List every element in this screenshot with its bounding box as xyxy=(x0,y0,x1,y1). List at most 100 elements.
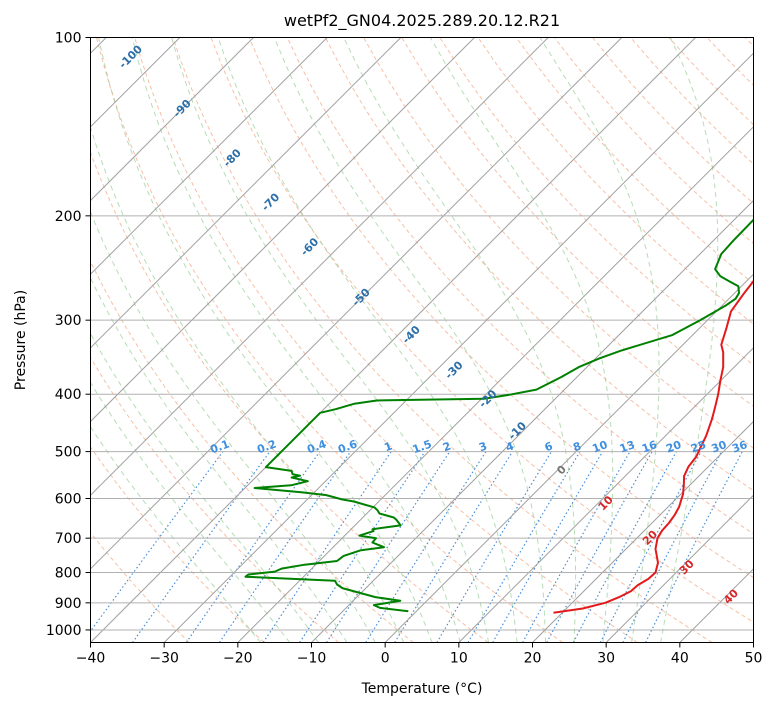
x-tick-label: 50 xyxy=(745,651,763,667)
dry-adiabat-line xyxy=(90,531,190,643)
x-tick-label: −20 xyxy=(223,651,253,667)
grid-lines xyxy=(90,37,754,643)
moist-adiabat-line xyxy=(660,37,719,643)
mixing-ratio-label: 6 xyxy=(543,439,555,454)
mixing-ratio-label: 30 xyxy=(710,438,729,456)
mixing-ratio-line xyxy=(132,451,271,643)
y-axis-label: Pressure (hPa) xyxy=(13,290,29,390)
mixing-ratio-line xyxy=(522,451,631,643)
x-tick-label: −30 xyxy=(149,651,179,667)
y-tick-label: 800 xyxy=(55,566,82,582)
mixing-ratio-label: 16 xyxy=(640,438,659,456)
x-tick-label: −10 xyxy=(297,651,327,667)
dry-adiabat-line xyxy=(90,356,340,643)
dry-adiabat-line xyxy=(477,37,754,325)
dry-adiabat-line xyxy=(248,37,754,579)
x-tick-label: 30 xyxy=(597,651,615,667)
isotherm-line xyxy=(163,52,754,643)
moist-adiabat-line xyxy=(98,37,433,643)
moist-adiabat-line xyxy=(429,37,614,643)
dry-adiabat-line xyxy=(363,37,754,449)
dry-adiabat-line xyxy=(401,37,754,407)
isotherm-line xyxy=(605,494,754,643)
dry-adiabat-line xyxy=(210,37,754,623)
mixing-ratio-label: 36 xyxy=(730,438,749,456)
isotherm-line xyxy=(311,199,754,643)
dry-adiabat-line xyxy=(90,260,414,643)
moist-adiabat-line xyxy=(90,276,348,643)
background-lines xyxy=(90,37,754,643)
mixing-ratio-label: 13 xyxy=(618,438,637,455)
moist-adiabat-line xyxy=(171,37,490,643)
chart-title: wetPf2_GN04.2025.289.20.12.R21 xyxy=(284,11,560,31)
mixing-ratio-label: 0.1 xyxy=(208,437,231,456)
isotherm-line xyxy=(532,420,754,643)
isotherm-line xyxy=(90,37,623,570)
moist-adiabat-line xyxy=(273,37,546,643)
isotherm-line xyxy=(458,347,754,643)
y-tick-label: 700 xyxy=(55,531,82,547)
dry-adiabat-line xyxy=(286,37,754,535)
moist-adiabat-line xyxy=(539,37,660,643)
y-tick-label: 100 xyxy=(55,31,82,47)
axes: −40 −30 −20 −10 0 10 20 30 40 5010020030040050060… xyxy=(46,31,763,667)
mixing-ratio-line xyxy=(394,451,514,643)
isotherm-line xyxy=(90,37,696,643)
isotherm-line xyxy=(237,126,754,643)
isotherm-line xyxy=(384,273,754,643)
isotherm-line xyxy=(90,37,328,275)
isotherm-line xyxy=(90,37,475,423)
mixing-ratio-label: 4 xyxy=(504,439,516,454)
mixing-ratio-line xyxy=(645,451,743,643)
dewpoint-line xyxy=(244,218,754,613)
dry-adiabat-line xyxy=(515,37,754,285)
y-tick-label: 1000 xyxy=(46,623,82,639)
moist-adiabat-line xyxy=(217,37,518,643)
mixing-ratio-line xyxy=(218,451,352,643)
plot-frame xyxy=(90,37,754,643)
x-tick-label: 10 xyxy=(450,651,468,667)
mixing-ratio-label: 0.4 xyxy=(305,437,328,456)
mixing-ratio-line xyxy=(262,451,392,643)
x-tick-label: 40 xyxy=(671,651,689,667)
dry-adiabat-line xyxy=(90,150,489,643)
mixing-ratio-label: 10 xyxy=(591,438,610,456)
x-tick-label: 20 xyxy=(524,651,542,667)
dry-adiabat-line xyxy=(96,37,564,643)
x-tick-label: 0 xyxy=(381,651,390,667)
series-layer xyxy=(244,218,754,614)
temperature-line xyxy=(553,279,754,614)
isotherm-line xyxy=(90,37,254,202)
x-axis-label: Temperature (°C) xyxy=(361,681,483,697)
moist-adiabat-line xyxy=(90,425,262,643)
moist-adiabat-line xyxy=(343,37,577,643)
dry-adiabat-line xyxy=(90,446,265,643)
isotherm-line xyxy=(90,37,402,349)
y-tick-label: 600 xyxy=(55,492,82,508)
mixing-ratio-line xyxy=(326,451,451,643)
mixing-ratio-label: 2 xyxy=(441,439,453,454)
mixing-ratio-label: 1 xyxy=(382,439,394,454)
isotherm-line xyxy=(90,37,549,496)
mixing-ratio-label: 0.2 xyxy=(255,437,278,456)
dry-adiabat-line xyxy=(439,37,754,366)
moist-adiabat-line xyxy=(131,37,461,643)
mixing-ratio-label: 1.5 xyxy=(411,437,434,456)
y-tick-label: 200 xyxy=(55,209,82,225)
y-tick-label: 300 xyxy=(55,313,82,329)
x-tick-label: −40 xyxy=(76,651,106,667)
y-tick-label: 500 xyxy=(55,445,82,461)
dry-adiabat-line xyxy=(134,37,638,643)
dry-adiabat-line xyxy=(325,37,754,492)
y-tick-label: 400 xyxy=(55,387,82,403)
mixing-ratio-line xyxy=(546,451,653,643)
moist-adiabat-line xyxy=(90,125,405,643)
mixing-ratio-label: 3 xyxy=(477,439,489,454)
mixing-ratio-label: 20 xyxy=(664,438,683,456)
mixing-ratio-label: 8 xyxy=(571,439,583,454)
mixing-ratio-line xyxy=(299,451,426,643)
moist-adiabat-line xyxy=(90,381,291,643)
y-tick-label: 900 xyxy=(55,596,82,612)
moist-adiabat-line xyxy=(90,332,319,643)
